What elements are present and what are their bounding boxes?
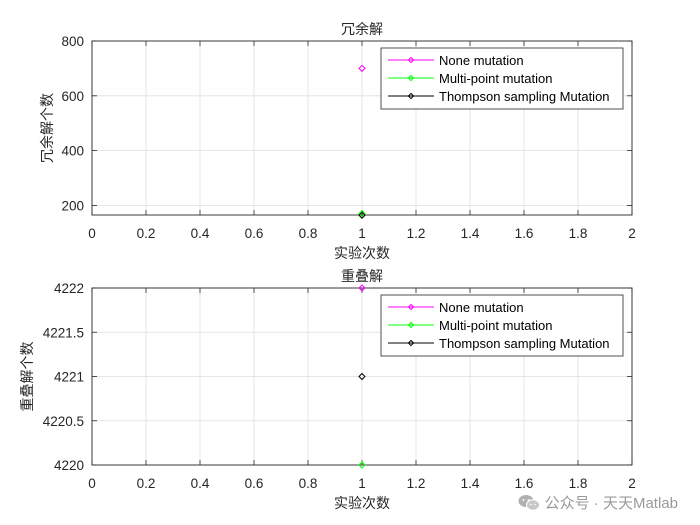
chart-1: 0 0.2 0.4 0.6 0.8 1 1.2 1.4 1.6 1.8 2 200 400 600 800 冗… [39, 21, 636, 262]
legend-entry: Multi-point mutation [439, 318, 552, 333]
x-tick-label: 0.6 [245, 476, 264, 491]
x-tick-label: 1.4 [461, 476, 480, 491]
legend-entry: Multi-point mutation [439, 71, 552, 86]
legend: None mutation Multi-point mutation Thompso… [380, 47, 624, 110]
x-tick-label: 1.4 [461, 226, 480, 241]
y-tick-label: 4220.5 [43, 414, 84, 429]
legend-marker-2 [407, 321, 415, 329]
x-tick-label: 0.2 [137, 226, 156, 241]
watermark: 公众号 · 天天Matlab [518, 492, 678, 513]
x-tick-label: 1 [358, 476, 366, 491]
y-tick-label: 600 [61, 89, 84, 104]
chart-2: 0 0.2 0.4 0.6 0.8 1 1.2 1.4 1.6 1.8 2 4220 4220.5 422… [20, 269, 636, 512]
data-point-series-1 [358, 284, 366, 292]
legend-marker-3 [407, 339, 415, 347]
data-point-series-2 [358, 209, 366, 218]
y-tick-label: 200 [61, 198, 84, 213]
x-tick-label: 1.2 [407, 226, 426, 241]
y-tick-label: 4220 [54, 458, 84, 473]
x-tick-label: 0 [88, 226, 96, 241]
watermark-text: 公众号 · 天天Matlab [544, 495, 678, 512]
data-point-series-2 [358, 461, 366, 469]
y-tick-label: 4222 [54, 281, 84, 296]
legend: None mutation Multi-point mutation Thompso… [380, 294, 624, 357]
legend-marker-1 [407, 303, 415, 311]
x-tick-label: 0 [88, 476, 96, 491]
x-tick-label: 2 [628, 226, 636, 241]
legend-marker-1 [407, 56, 415, 64]
x-tick-label: 0.4 [191, 476, 210, 491]
x-axis-label: 实验次数 [334, 496, 390, 512]
y-tick-label: 800 [61, 34, 84, 49]
data-point-series-3 [358, 211, 366, 219]
legend-marker-2 [407, 74, 415, 82]
legend-entry: Thompson sampling Mutation [439, 336, 610, 351]
axes-box [91, 287, 633, 466]
x-tick-label: 1.6 [515, 226, 534, 241]
x-tick-label: 0.8 [299, 226, 318, 241]
y-tick-label: 4221 [54, 370, 84, 385]
chart-title: 重叠解 [341, 269, 383, 285]
axes-box [91, 40, 633, 216]
wechat-icon [518, 494, 540, 511]
x-tick-label: 0.4 [191, 226, 210, 241]
legend-entry: Thompson sampling Mutation [439, 89, 610, 104]
y-tick-label: 4221.5 [43, 325, 84, 340]
legend-entry: None mutation [439, 300, 524, 315]
x-tick-label: 0.2 [137, 476, 156, 491]
chart-title: 冗余解 [341, 21, 383, 38]
x-tick-label: 1 [358, 226, 366, 241]
y-tick-label: 400 [61, 144, 84, 159]
x-tick-label: 0.6 [245, 226, 264, 241]
y-axis-label: 重叠解个数 [20, 342, 36, 412]
legend-entry: None mutation [439, 53, 524, 68]
x-tick-label: 1.2 [407, 476, 426, 491]
x-tick-label: 1.8 [569, 476, 588, 491]
data-point-series-3 [358, 372, 366, 381]
y-axis-label: 冗余解个数 [39, 93, 56, 163]
legend-marker-3 [407, 92, 415, 100]
x-tick-label: 1.8 [569, 226, 588, 241]
x-axis-label: 实验次数 [334, 246, 390, 262]
x-tick-label: 0.8 [299, 476, 318, 491]
x-tick-label: 2 [628, 476, 636, 491]
data-point-series-1 [358, 64, 366, 73]
x-tick-label: 1.6 [515, 476, 534, 491]
